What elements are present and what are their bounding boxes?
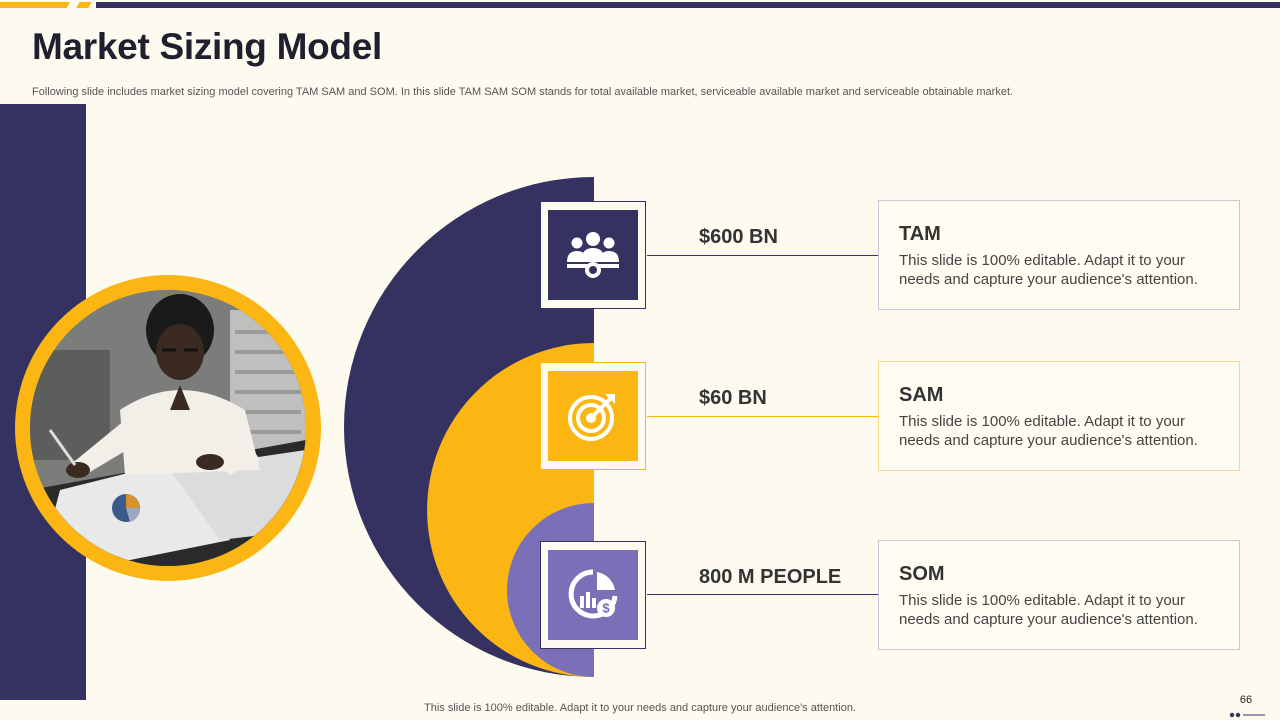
som-connector (647, 594, 878, 595)
sam-description: This slide is 100% editable. Adapt it to… (899, 413, 1198, 449)
tam-value: $600 BN (699, 226, 778, 248)
tam-description: This slide is 100% editable. Adapt it to… (899, 252, 1198, 288)
sam-title: SAM (899, 384, 944, 406)
som-value: 800 M PEOPLE (699, 566, 842, 588)
page-dots-icon (1229, 712, 1265, 718)
slide-subtitle: Following slide includes market sizing m… (32, 86, 1014, 98)
woman-working-photo (30, 290, 306, 566)
sam-value: $60 BN (699, 387, 767, 409)
tam-card: TAM This slide is 100% editable. Adapt i… (878, 200, 1240, 310)
tam-connector (647, 255, 878, 256)
sam-icon-frame (540, 362, 646, 470)
growth-chart-dollar-icon: $ (548, 550, 638, 640)
tam-title: TAM (899, 223, 941, 245)
slide-title: Market Sizing Model (32, 26, 382, 67)
svg-text:$: $ (602, 601, 610, 616)
sam-card: SAM This slide is 100% editable. Adapt i… (878, 361, 1240, 471)
sam-connector (647, 416, 878, 417)
som-icon-frame: $ (540, 541, 646, 649)
page-number: 66 (1239, 694, 1253, 706)
target-icon (548, 371, 638, 461)
tam-icon-frame (540, 201, 646, 309)
som-title: SOM (899, 563, 945, 585)
som-card: SOM This slide is 100% editable. Adapt i… (878, 540, 1240, 650)
top-accent-bar (0, 0, 1280, 8)
footer-note: This slide is 100% editable. Adapt it to… (424, 702, 856, 714)
som-description: This slide is 100% editable. Adapt it to… (899, 592, 1198, 628)
team-award-icon (548, 210, 638, 300)
